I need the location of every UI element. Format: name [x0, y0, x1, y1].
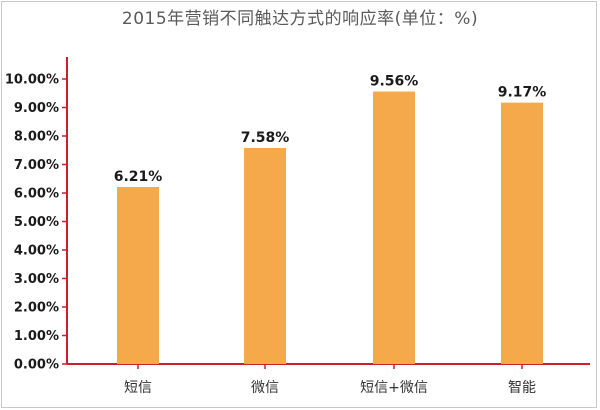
x-category-label: 微信	[251, 380, 279, 396]
bar-data-label: 7.58%	[241, 130, 290, 146]
bar[interactable]	[244, 147, 286, 364]
bar-data-label: 6.21%	[114, 169, 163, 185]
bar[interactable]	[373, 91, 415, 364]
bar-data-label: 9.17%	[498, 85, 547, 101]
y-tick-label: 2.00%	[14, 301, 59, 316]
x-category-label: 短信+微信	[360, 380, 428, 396]
y-tick-label: 0.00%	[14, 358, 59, 373]
bar-data-label: 9.56%	[370, 74, 419, 90]
x-category-label: 智能	[508, 380, 536, 396]
y-tick-label: 3.00%	[14, 272, 59, 287]
y-tick-label: 7.00%	[14, 158, 59, 173]
bar[interactable]	[117, 187, 159, 364]
y-tick-label: 9.00%	[14, 101, 59, 116]
y-tick-label: 1.00%	[14, 329, 59, 344]
x-category-label: 短信	[124, 380, 152, 396]
chart-title: 2015年营销不同触达方式的响应率(单位：%)	[121, 9, 479, 29]
y-tick-label: 6.00%	[14, 187, 59, 202]
bar[interactable]	[501, 102, 543, 364]
y-tick-label: 5.00%	[14, 215, 59, 230]
y-tick-label: 8.00%	[14, 130, 59, 145]
y-tick-label: 4.00%	[14, 244, 59, 259]
y-tick-label: 10.00%	[5, 73, 59, 88]
